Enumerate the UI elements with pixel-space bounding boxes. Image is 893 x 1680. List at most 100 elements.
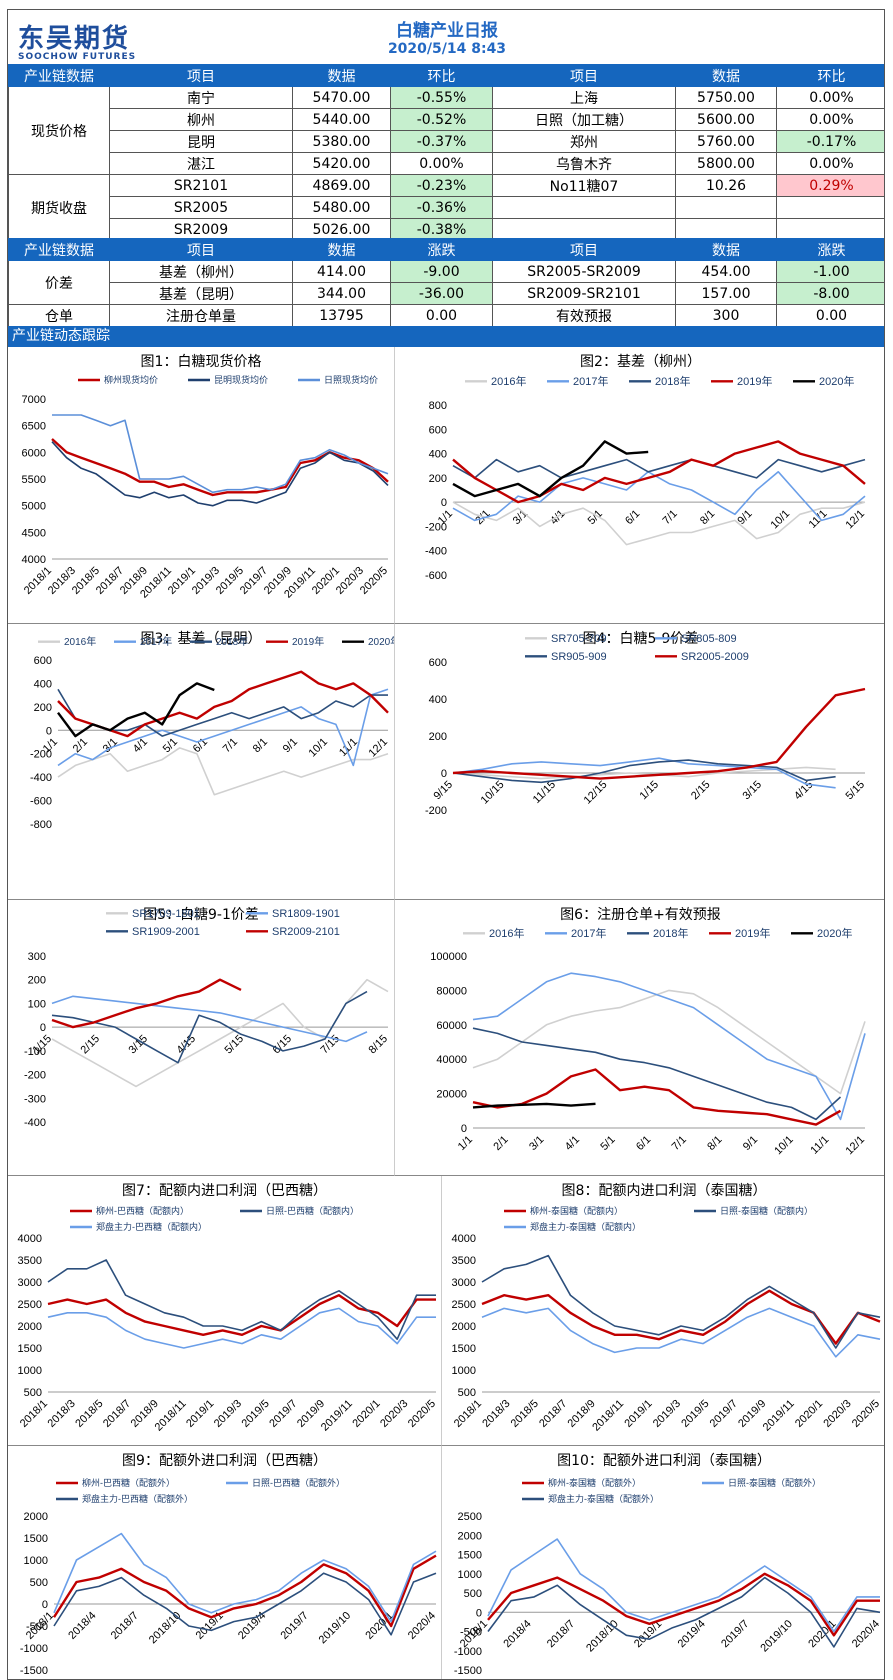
legend-label: 日照现货均价 xyxy=(324,374,378,385)
y-tick-label: -600 xyxy=(30,796,52,808)
table-cell: 5760.00 xyxy=(675,130,777,153)
y-tick-label: 100 xyxy=(28,998,46,1010)
x-tick-label: 10/15 xyxy=(479,779,507,807)
x-tick-label: 2019/11 xyxy=(761,1398,797,1434)
x-tick-label: 4/1 xyxy=(563,1134,582,1153)
legend-label: 2020年 xyxy=(368,635,395,648)
x-tick-label: 2020/5 xyxy=(850,1398,882,1430)
series-line xyxy=(472,1027,842,1121)
series-line xyxy=(452,501,866,546)
x-tick-label: 2018/10 xyxy=(147,1610,184,1647)
legend-label: 2018年 xyxy=(655,374,690,388)
table-cell: -0.23% xyxy=(390,174,493,197)
table-row: 价差 基差（柳州） 414.00 -9.00 SR2005-SR2009 454… xyxy=(8,260,884,305)
y-tick-label: 1000 xyxy=(458,1569,482,1581)
chart-cell-8: 图8：配额内进口利润（泰国糖） 4000 3500 3000 2500 2000 1500… xyxy=(442,1176,884,1446)
table-cell xyxy=(776,196,884,219)
legend-label: 柳州现货均价 xyxy=(104,374,158,385)
y-tick-label: -500 xyxy=(26,1621,48,1633)
x-tick-label: 2020/3 xyxy=(378,1398,410,1430)
table-cell: -0.55% xyxy=(390,86,493,109)
x-tick-label: 2020/3 xyxy=(821,1398,853,1430)
table-cell xyxy=(675,196,777,219)
legend-label: 2016年 xyxy=(491,374,526,388)
y-tick-label: 1000 xyxy=(452,1365,476,1377)
x-tick-label: 10/1 xyxy=(772,1134,796,1158)
x-tick-label: 11/1 xyxy=(808,1134,831,1157)
table-cell: 郑州 xyxy=(492,130,676,153)
x-tick-label: 2020/4 xyxy=(850,1618,882,1650)
x-tick-label: 6/1 xyxy=(634,1134,653,1153)
x-tick-label: 2018/11 xyxy=(153,1398,189,1434)
series-line xyxy=(52,414,389,494)
header-cell: 数据 xyxy=(292,64,391,87)
table-cell: 4869.00 xyxy=(292,174,391,197)
x-tick-label: 2018/7 xyxy=(537,1398,569,1430)
table-cell: 5800.00 xyxy=(675,152,777,175)
legend-label: 2017年 xyxy=(573,374,608,388)
legend-label: 2017年 xyxy=(571,926,606,940)
legend-label: 郑盘主力-泰国糖（配额内） xyxy=(530,1221,641,1232)
y-tick-label: 3500 xyxy=(452,1255,476,1267)
header-cell: 涨跌 xyxy=(390,238,493,261)
table-cell: 柳州 xyxy=(109,108,293,131)
series-line xyxy=(472,1102,596,1109)
table-cell: 0.00% xyxy=(390,152,493,175)
x-tick-label: 2019/7 xyxy=(708,1398,740,1430)
x-tick-label: 2019/11 xyxy=(319,1398,355,1434)
y-tick-label: 0 xyxy=(441,768,447,780)
price-table: 产业链数据 项目 数据 环比 项目 数据 环比 现货价格 南宁 5470.00 … xyxy=(8,64,884,241)
table-row: 昆明 5380.00 -0.37% 郑州 5760.00 -0.17% xyxy=(9,130,884,153)
group-label-futures: 期货收盘 xyxy=(8,174,110,241)
x-tick-label: 2019/4 xyxy=(676,1618,708,1650)
series-line xyxy=(487,1538,880,1633)
x-tick-label: 4/1 xyxy=(548,508,567,527)
x-tick-label: 2019/1 xyxy=(184,1398,216,1430)
chart-title: 图6：注册仓单+有效预报 xyxy=(560,907,721,923)
legend-label: SR2009-2101 xyxy=(272,926,340,938)
header-cell: 环比 xyxy=(390,64,493,87)
y-tick-label: 5000 xyxy=(22,501,46,513)
y-tick-label: -200 xyxy=(30,749,52,761)
series-line xyxy=(452,458,866,479)
table-cell: 5026.00 xyxy=(292,218,391,241)
series-line xyxy=(51,978,242,1029)
y-tick-label: 1000 xyxy=(18,1365,42,1377)
legend-label: 柳州-巴西糖（配额外） xyxy=(82,1477,175,1488)
y-tick-label: 6000 xyxy=(22,447,46,459)
table-cell: SR2005 xyxy=(109,196,293,219)
header-cell: 项目 xyxy=(492,238,676,261)
header-cell: 数据 xyxy=(675,64,777,87)
legend-label: 日照-泰国糖（配额内） xyxy=(720,1205,813,1216)
x-tick-label: 12/1 xyxy=(843,1134,867,1158)
header-cell: 涨跌 xyxy=(776,238,884,261)
table-row: 仓单 注册仓单量 13795 0.00 有效预报 300 0.00 xyxy=(8,304,884,327)
chart-outquota-profit-thai: 2500 2000 1500 1000 500 0 -500 -1000 -1500 2018/1… xyxy=(454,1477,882,1677)
table-cell: -0.37% xyxy=(390,130,493,153)
y-tick-label: 3000 xyxy=(18,1277,42,1289)
y-tick-label: 100000 xyxy=(430,951,467,963)
chart-cell-7: 图7：配额内进口利润（巴西糖） 4000 3500 3000 2500 2000 1500… xyxy=(8,1176,442,1446)
legend-label: 日照-泰国糖（配额外） xyxy=(728,1477,821,1488)
y-tick-label: 2000 xyxy=(458,1530,482,1542)
y-tick-label: -100 xyxy=(24,1046,46,1058)
y-tick-label: 3000 xyxy=(452,1277,476,1289)
x-tick-label: 2018/1 xyxy=(18,1398,50,1430)
series-line xyxy=(51,438,389,497)
table-cell: 157.00 xyxy=(675,282,777,305)
table-cell: 5420.00 xyxy=(292,152,391,175)
x-tick-label: 5/1 xyxy=(161,736,180,755)
y-tick-label: 4500 xyxy=(22,527,46,539)
spread-table: 产业链数据 项目 数据 涨跌 项目 数据 涨跌 价差 基差（柳州） 414.00… xyxy=(8,238,884,327)
x-tick-label: 8/1 xyxy=(698,508,717,527)
chart-cell-1: 图1：白糖现货价格 7000 6500 6000 5500 5000 4500 4000 20… xyxy=(8,347,395,624)
table-cell: -0.52% xyxy=(390,108,493,131)
y-tick-label: 1500 xyxy=(24,1533,48,1545)
y-tick-label: -1000 xyxy=(454,1646,482,1658)
chart-title: 图9：配额外进口利润（巴西糖） xyxy=(122,1453,327,1469)
chart-cell-5: 图5：白糖9-1价差 300 200 100 0 -100 -200 -300 -400 1/1… xyxy=(8,900,395,1176)
legend-label: 日照-巴西糖（配额内） xyxy=(266,1205,359,1216)
table-cell: 5750.00 xyxy=(675,86,777,109)
